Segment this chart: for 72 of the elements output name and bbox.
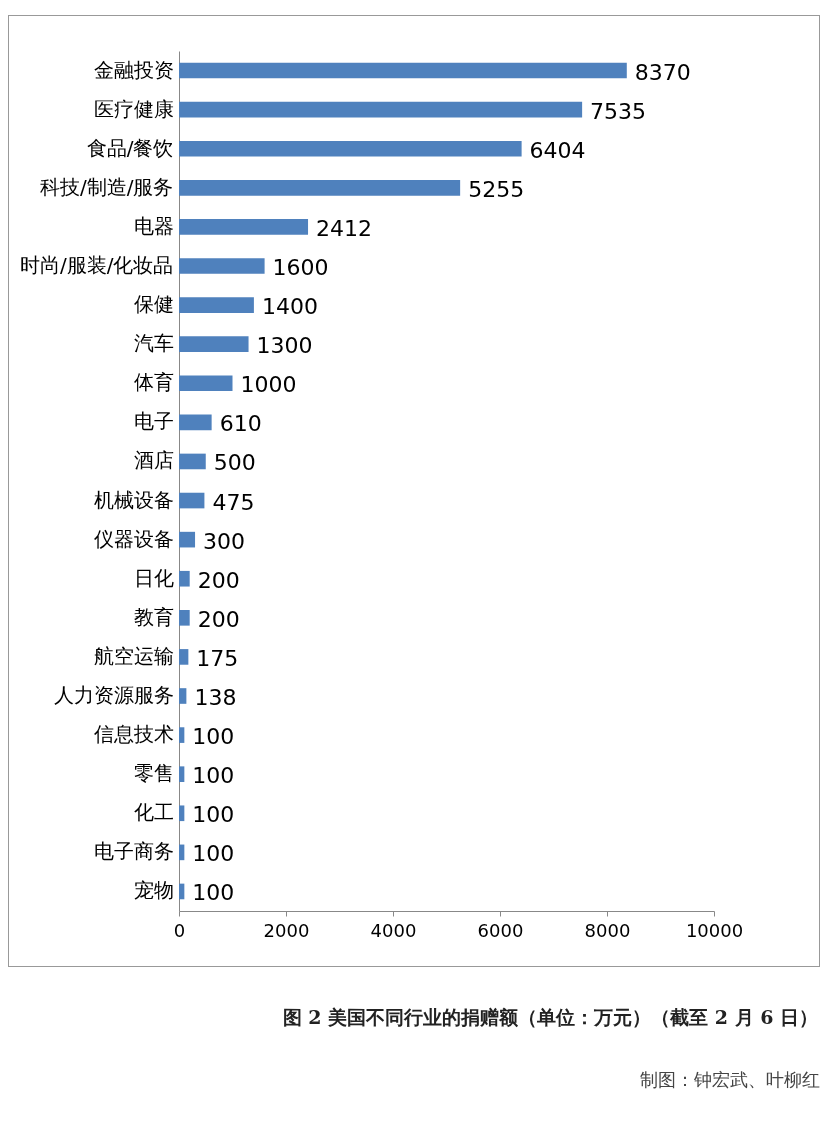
y-tick-label: 电器 bbox=[133, 213, 174, 238]
y-tick-label: 医疗健康 bbox=[93, 96, 174, 121]
data-label: 300 bbox=[203, 528, 246, 554]
data-label: 100 bbox=[192, 763, 235, 789]
data-label: 100 bbox=[192, 880, 235, 906]
data-label: 6404 bbox=[529, 137, 586, 163]
text: 图 2 美国不同行业的捐赠额（单位：万元）（截至 2 月 6 日） bbox=[281, 1005, 818, 1030]
bar bbox=[179, 297, 254, 313]
bar bbox=[179, 453, 206, 470]
bar bbox=[179, 62, 627, 79]
data-label: 475 bbox=[212, 489, 255, 515]
bar bbox=[179, 414, 212, 431]
bar bbox=[179, 727, 185, 743]
y-tick-label: 化工 bbox=[133, 800, 174, 825]
y-tick-label: 电子 bbox=[133, 409, 174, 434]
y-tick-label: 金融投资 bbox=[93, 57, 174, 82]
y-tick-label: 科技/制造/服务 bbox=[40, 174, 174, 199]
y-tick-label: 体育 bbox=[133, 370, 174, 395]
bar bbox=[179, 140, 522, 157]
bar bbox=[179, 258, 265, 274]
data-label: 7535 bbox=[590, 98, 647, 124]
bar bbox=[179, 570, 190, 587]
data-label: 1400 bbox=[261, 294, 318, 320]
bar bbox=[179, 375, 233, 392]
bar bbox=[179, 610, 190, 626]
data-label: 2412 bbox=[316, 215, 373, 241]
data-label: 175 bbox=[196, 645, 239, 671]
bar bbox=[179, 101, 583, 118]
y-tick-label: 日化 bbox=[133, 565, 174, 590]
data-label: 500 bbox=[213, 450, 256, 476]
y-tick-label: 酒店 bbox=[133, 448, 174, 473]
y-tick-label: 航空运输 bbox=[93, 643, 174, 668]
bar bbox=[179, 649, 189, 665]
y-tick-label: 教育 bbox=[133, 604, 174, 629]
data-label: 100 bbox=[192, 841, 235, 867]
data-label: 5255 bbox=[468, 176, 525, 202]
data-label: 1300 bbox=[256, 333, 313, 359]
data-label: 100 bbox=[192, 724, 235, 750]
data-label: 1600 bbox=[272, 255, 329, 280]
y-tick-label: 汽车 bbox=[133, 331, 174, 356]
bar bbox=[179, 180, 461, 196]
x-tick-label: 0 bbox=[173, 919, 186, 941]
y-tick-label: 信息技术 bbox=[93, 722, 174, 747]
y-tick-label: 电子商务 bbox=[93, 839, 174, 864]
x-tick-label: 10000 bbox=[685, 919, 744, 941]
data-label: 8370 bbox=[634, 59, 691, 85]
data-label: 100 bbox=[192, 802, 235, 828]
data-label: 200 bbox=[197, 567, 240, 593]
x-tick-label: 2000 bbox=[263, 919, 310, 941]
y-tick-label: 保健 bbox=[133, 292, 174, 317]
y-tick-label: 宠物 bbox=[133, 878, 174, 903]
text: 制图：钟宏武、叶柳红 bbox=[639, 1068, 820, 1092]
bar bbox=[179, 336, 249, 352]
bar bbox=[179, 492, 205, 509]
data-label: 610 bbox=[219, 411, 262, 437]
y-tick-label: 仪器设备 bbox=[93, 526, 174, 551]
bar bbox=[179, 766, 185, 782]
x-tick-label: 6000 bbox=[477, 919, 524, 941]
data-label: 1000 bbox=[240, 372, 297, 398]
y-tick-label: 人力资源服务 bbox=[53, 683, 174, 707]
y-tick-label: 时尚/服装/化妆品 bbox=[20, 253, 174, 277]
x-tick-label: 8000 bbox=[584, 919, 631, 941]
data-label: 200 bbox=[197, 606, 240, 632]
x-tick-label: 4000 bbox=[370, 919, 417, 941]
y-tick-label: 零售 bbox=[133, 761, 174, 786]
y-tick-label: 食品/餐饮 bbox=[86, 135, 174, 160]
bar bbox=[179, 219, 309, 235]
bar bbox=[179, 531, 196, 548]
bar bbox=[179, 805, 185, 822]
data-label: 138 bbox=[194, 685, 237, 710]
y-tick-label: 机械设备 bbox=[93, 487, 174, 512]
bar bbox=[179, 688, 187, 704]
